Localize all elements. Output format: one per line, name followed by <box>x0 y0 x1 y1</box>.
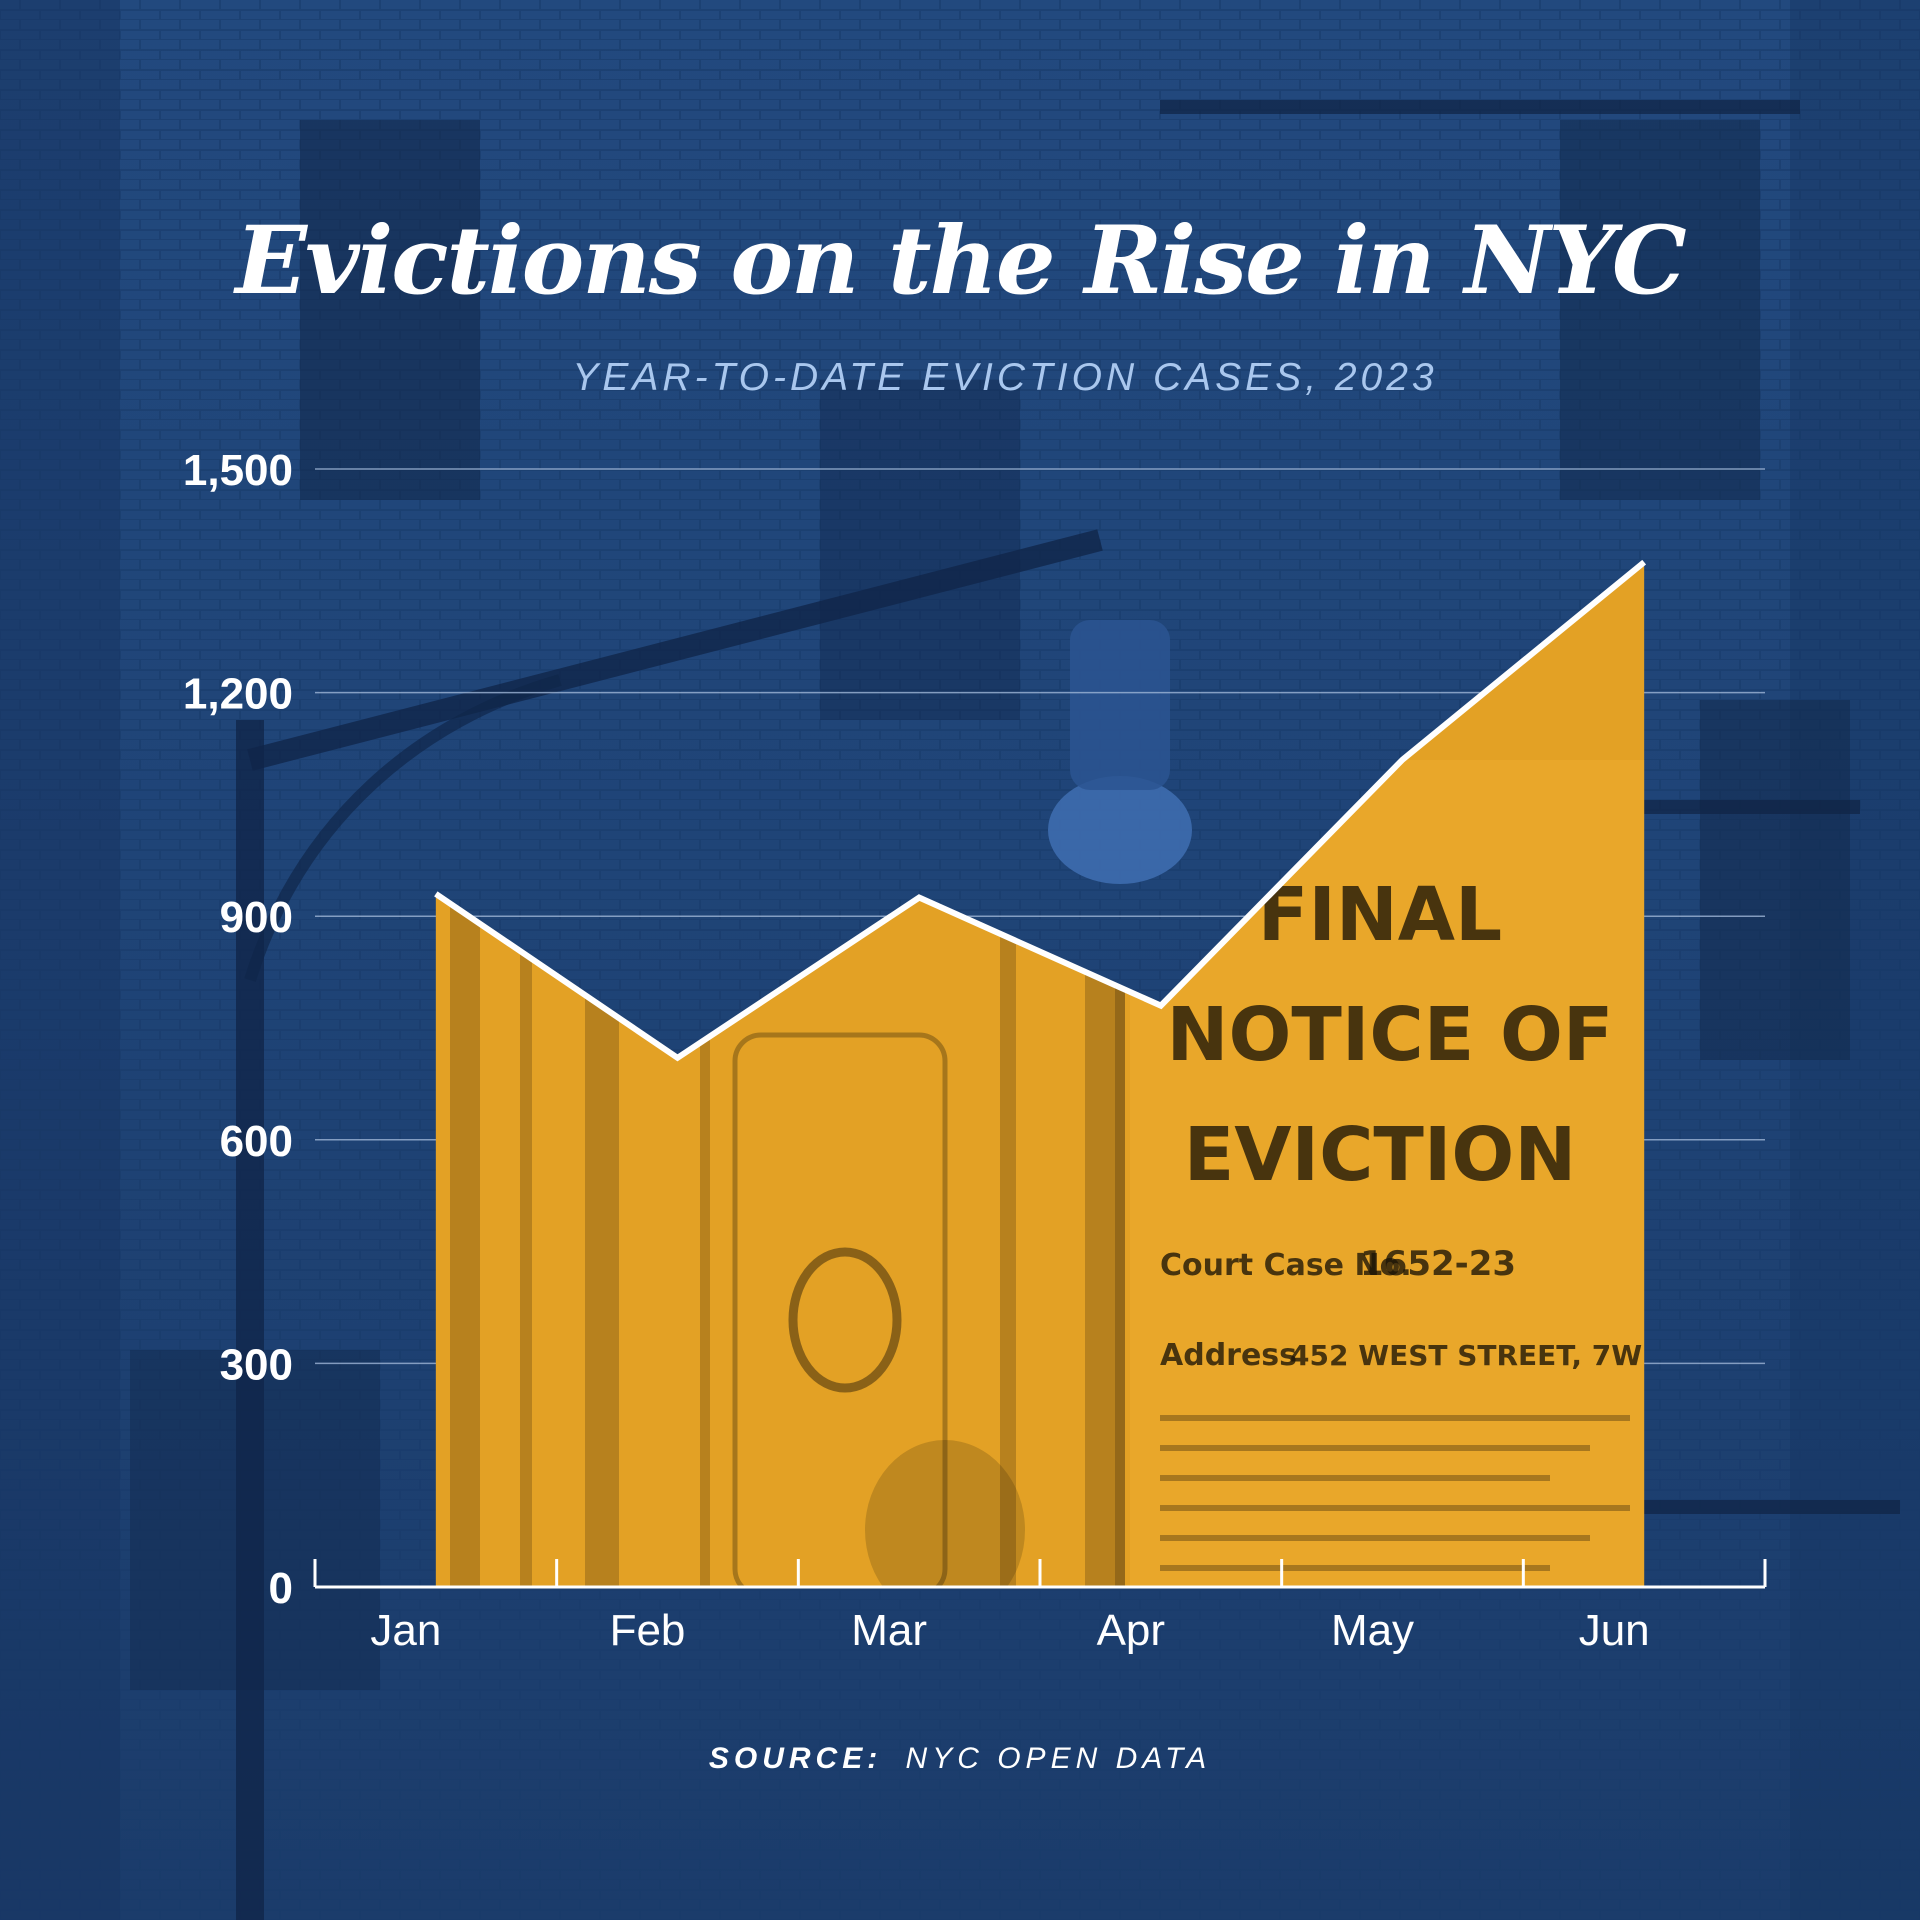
y-tick-label: 300 <box>220 1340 293 1389</box>
source-credit: SOURCE: NYC OPEN DATA <box>0 1742 1920 1776</box>
notice-field-text: 452 WEST STREET, 7WB <box>1290 1339 1664 1372</box>
fire-escape-top <box>1160 100 1800 114</box>
street-lamp-arm <box>247 529 1103 771</box>
door-panel <box>732 1032 948 1587</box>
y-tick-label: 1,200 <box>183 670 293 719</box>
left-wall-shadow <box>0 0 120 1920</box>
series-line <box>434 559 1647 1062</box>
x-tick-label: Apr <box>1097 1606 1165 1655</box>
area-layer: FINAL NOTICE OF EVICTION Court Case No.1652… <box>434 559 1664 1587</box>
notice-fine-print <box>1160 1565 1550 1571</box>
notice-fine-print <box>1160 1535 1590 1541</box>
source-label: SOURCE: <box>708 1742 883 1775</box>
y-tick-label: 0 <box>269 1564 293 1613</box>
notice-field-text: Court Case No. <box>1160 1248 1412 1283</box>
notice-fine-print <box>1160 1505 1630 1511</box>
door-frame-shadow <box>585 562 619 1587</box>
window-mid-right <box>1700 700 1850 1060</box>
y-axis-labels: 0 300 600 900 1,200 1,500 <box>183 446 293 1613</box>
notice-fine-print <box>1160 1445 1590 1451</box>
door-smudge <box>865 1440 1025 1587</box>
door-lock <box>788 1247 902 1393</box>
window-upper-middle <box>820 380 1020 720</box>
chart-title: Evictions on the Rise in NYC <box>235 206 1686 316</box>
window-upper-left <box>300 120 480 500</box>
y-tick-label: 1,500 <box>183 446 293 495</box>
door-frame-shadow <box>520 562 532 1587</box>
street-lamp-globe <box>1048 776 1192 884</box>
y-tick-label: 600 <box>220 1117 293 1166</box>
notice-heading-line: FINAL <box>1258 872 1502 958</box>
door-frame-shadow <box>1115 562 1125 1587</box>
street-lamp-housing <box>1070 620 1170 790</box>
notice-heading-line: EVICTION <box>1184 1112 1577 1198</box>
notice-fine-print <box>1160 1415 1630 1421</box>
street-lamp-scroll <box>244 674 562 982</box>
door-frame-shadow <box>1000 562 1016 1587</box>
x-tick-label: May <box>1331 1606 1414 1655</box>
notice-fine-print <box>1160 1475 1550 1481</box>
area-fill <box>435 562 1645 1587</box>
source-value: NYC OPEN DATA <box>905 1742 1212 1775</box>
window-upper-right <box>1560 120 1760 500</box>
notice-heading-line: NOTICE OF <box>1167 992 1614 1078</box>
notice-field-text: Address <box>1160 1338 1297 1373</box>
notice-field-text: 1652-23 <box>1360 1244 1516 1284</box>
x-tick-label: Mar <box>851 1606 927 1655</box>
x-tick-label: Jan <box>370 1606 441 1655</box>
x-tick-label: Jun <box>1579 1606 1650 1655</box>
door-frame-shadow <box>700 562 710 1587</box>
x-axis-labels: Jan Feb Mar Apr May Jun <box>370 1606 1649 1655</box>
x-tick-label: Feb <box>610 1606 686 1655</box>
door-frame-shadow <box>450 562 480 1587</box>
y-tick-label: 900 <box>220 893 293 942</box>
x-axis <box>313 1559 1767 1589</box>
chart-subtitle: YEAR-TO-DATE EVICTION CASES, 2023 <box>572 356 1438 399</box>
fire-escape-middle <box>1640 800 1860 814</box>
